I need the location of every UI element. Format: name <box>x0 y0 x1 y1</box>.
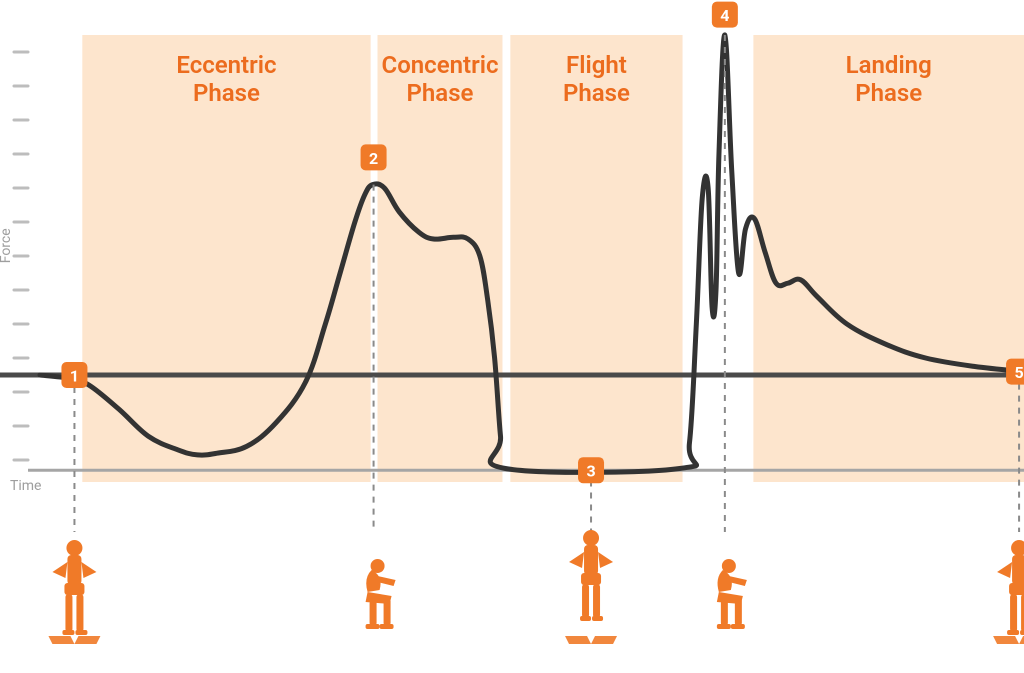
phase-label-1-1: Concentric <box>382 51 499 79</box>
figure-4 <box>717 559 747 629</box>
y-axis-label: Force <box>0 228 14 263</box>
marker-label-1: 1 <box>70 367 79 386</box>
marker-label-4: 4 <box>720 6 729 25</box>
marker-label-2: 2 <box>369 149 378 168</box>
phase-label-3-2: Phase <box>855 79 922 107</box>
x-axis-label: Time <box>10 478 41 494</box>
figure-5 <box>993 540 1024 644</box>
phase-label-0-1: Eccentric <box>176 51 276 79</box>
phase-label-0-2: Phase <box>193 79 260 107</box>
force-time-infographic: EccentricPhaseConcentricPhaseFlightPhase… <box>0 0 1024 673</box>
figure-3 <box>565 530 617 644</box>
marker-label-5: 5 <box>1014 363 1023 382</box>
phase-label-2-1: Flight <box>566 51 627 79</box>
marker-label-3: 3 <box>586 462 595 481</box>
phase-label-3-1: Landing <box>846 51 932 79</box>
figure-1 <box>48 540 100 644</box>
figure-2 <box>366 559 396 629</box>
phase-label-2-2: Phase <box>563 79 630 107</box>
phase-label-1-2: Phase <box>407 79 474 107</box>
chart-svg: EccentricPhaseConcentricPhaseFlightPhase… <box>0 0 1024 673</box>
